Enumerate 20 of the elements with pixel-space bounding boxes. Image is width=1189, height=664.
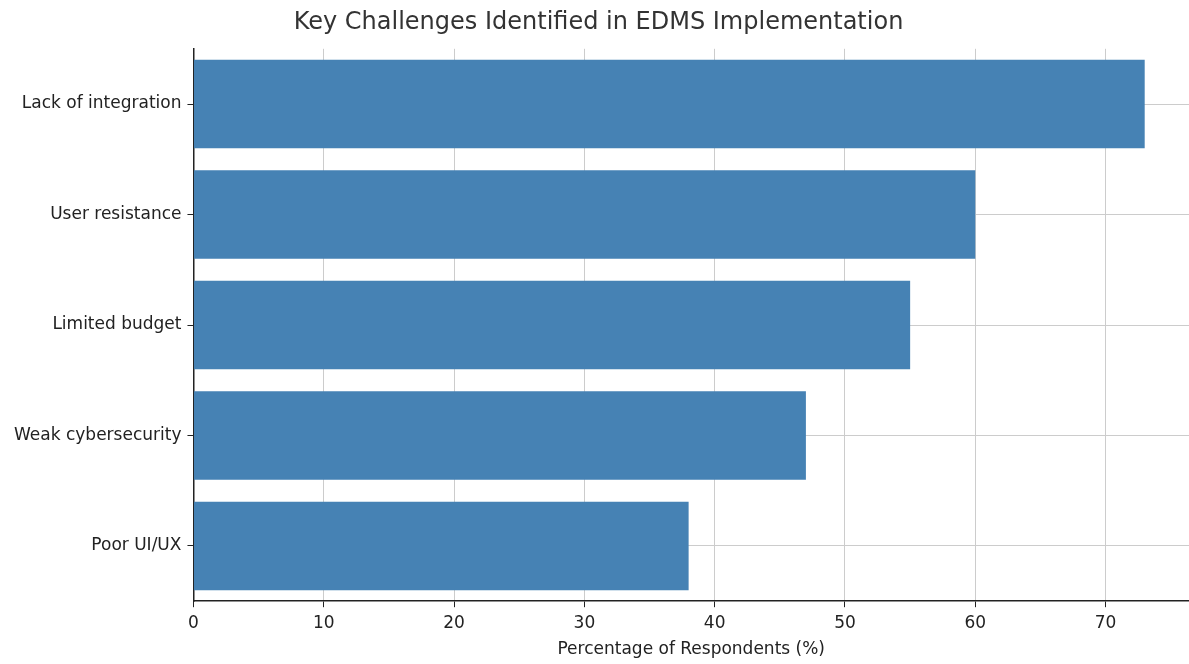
y-tick-label: Poor UI/UX: [91, 534, 182, 555]
bar: [193, 280, 911, 370]
bar: [193, 170, 976, 259]
y-tick-label: Lack of integration: [21, 92, 182, 113]
x-tick-label: 40: [703, 611, 726, 632]
x-tick-label: 60: [964, 611, 987, 632]
bar: [193, 501, 689, 591]
bar: [193, 59, 1145, 149]
x-axis-title: Percentage of Respondents (%): [557, 638, 825, 659]
y-tick-label: Weak cybersecurity: [13, 423, 182, 444]
chart-title: Key Challenges Identified in EDMS Implementation: [293, 6, 904, 35]
y-tick-label: User resistance: [50, 202, 182, 223]
x-tick-label: 0: [188, 611, 199, 632]
x-tick-label: 30: [573, 611, 596, 632]
x-tick-label: 10: [312, 611, 335, 632]
x-tick-label: 20: [443, 611, 465, 632]
y-tick-label: Limited budget: [52, 313, 182, 334]
x-tick-label: 50: [834, 611, 856, 632]
x-tick-label: 70: [1094, 611, 1117, 632]
bar: [193, 391, 806, 480]
